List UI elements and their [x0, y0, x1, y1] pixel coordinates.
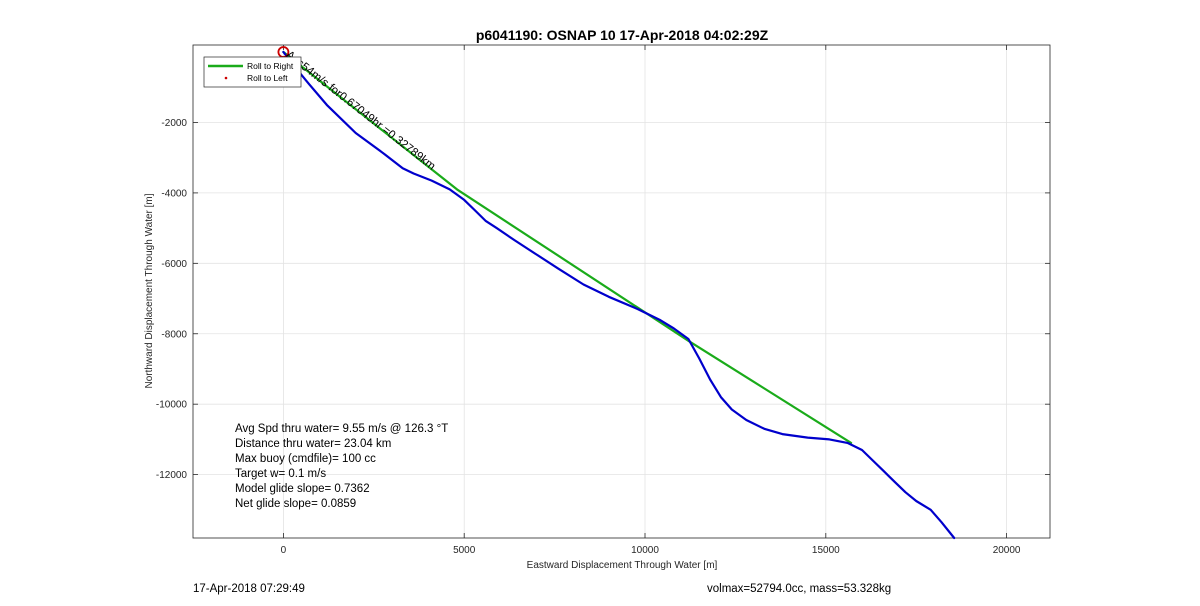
- annotation-target-w: Target w= 0.1 m/s: [235, 468, 326, 480]
- series-group: [282, 50, 956, 540]
- chart-title: p6041190: OSNAP 10 17-Apr-2018 04:02:29Z: [476, 27, 769, 43]
- annotation-max-buoy: Max buoy (cmdfile)= 100 cc: [235, 453, 376, 465]
- y-tick-label: -2000: [161, 118, 187, 129]
- annotation-model-glide-slope: Model glide slope= 0.7362: [235, 483, 370, 495]
- y-tick-label: -10000: [156, 400, 188, 411]
- footer-volmass: volmax=52794.0cc, mass=53.328kg: [707, 583, 892, 595]
- annotation-distance: Distance thru water= 23.04 km: [235, 438, 391, 450]
- y-tick-label: -6000: [161, 259, 187, 270]
- legend-label-roll-left: Roll to Left: [247, 73, 288, 83]
- legend-dot-roll-left: [224, 76, 228, 80]
- annotation-avg-speed: Avg Spd thru water= 9.55 m/s @ 126.3 °T: [235, 423, 448, 435]
- x-tick-label: 10000: [631, 545, 659, 556]
- footer-timestamp: 17-Apr-2018 07:29:49: [193, 583, 305, 595]
- annotations: Avg Spd thru water= 9.55 m/s @ 126.3 °T …: [235, 423, 448, 510]
- legend-label-roll-right: Roll to Right: [247, 61, 294, 71]
- x-axis-label: Eastward Displacement Through Water [m]: [527, 560, 718, 571]
- y-axis-label: Northward Displacement Through Water [m]: [144, 193, 155, 388]
- grid: [193, 45, 1050, 538]
- legend-box: [203, 56, 302, 88]
- x-tick-label: 20000: [993, 545, 1021, 556]
- y-tick-label: -4000: [161, 188, 187, 199]
- axes-box: [192, 44, 1051, 539]
- x-tick-label: 5000: [453, 545, 476, 556]
- axis-ticks: 0 5000 10000 15000 20000 -2000 -4000 -6000 -8000…: [156, 45, 1050, 556]
- series-line-roll-right: [282, 50, 853, 444]
- annotation-net-glide-slope: Net glide slope= 0.0859: [235, 498, 356, 510]
- y-tick-label: -12000: [156, 470, 188, 481]
- x-tick-label: 15000: [812, 545, 840, 556]
- legend: Roll to Right Roll to Left: [203, 56, 302, 88]
- series-line-track: [282, 50, 956, 540]
- leg-label: Ass54m/s for0.67049hr =0.32789km: [284, 49, 438, 173]
- x-tick-label: 0: [281, 545, 287, 556]
- y-tick-label: -8000: [161, 329, 187, 340]
